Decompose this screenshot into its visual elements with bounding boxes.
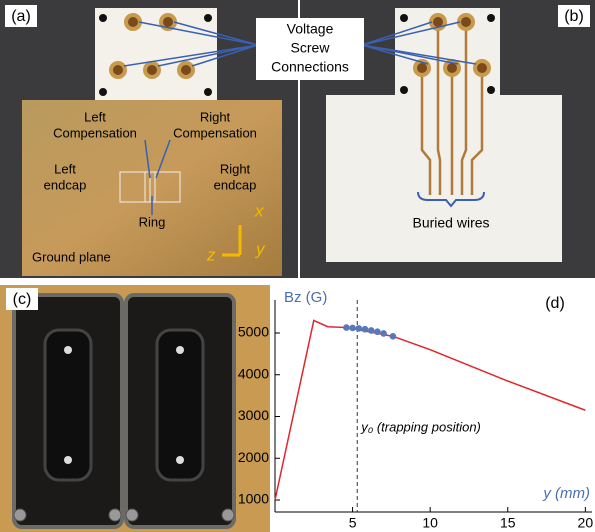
label: Compensation <box>173 125 257 140</box>
y-tick-label: 5000 <box>238 324 269 340</box>
panel-label: (d) <box>545 295 565 312</box>
panel-d: (d) Bz (G) y (mm) 1000 2000 3000 4000 5000 5 1… <box>238 289 593 531</box>
label: Buried wires <box>412 215 489 231</box>
label: Right <box>220 161 251 176</box>
label: Connections <box>271 59 349 75</box>
panel-a: (a) Left Compensation Right Compensation… <box>0 0 298 278</box>
label: endcap <box>44 177 87 192</box>
panel-label: (c) <box>13 291 32 308</box>
label: endcap <box>214 177 257 192</box>
x-tick-label: 20 <box>578 515 594 531</box>
data-point <box>374 328 381 335</box>
label: Ring <box>139 214 166 229</box>
panel-label: (a) <box>11 8 31 25</box>
y-tick-label: 3000 <box>238 407 269 423</box>
annotation: y₀ (trapping position) <box>360 419 481 434</box>
y-axis-label: Bz (G) <box>284 289 327 306</box>
x-tick-label: 5 <box>349 515 357 531</box>
label: Left <box>54 161 76 176</box>
x-axis-label: y (mm) <box>542 485 590 502</box>
label: Left <box>84 109 106 124</box>
data-point <box>349 325 356 332</box>
data-point <box>343 324 350 331</box>
data-point <box>380 330 387 337</box>
y-tick-label: 4000 <box>238 365 269 381</box>
axis-label: z <box>206 245 216 264</box>
x-tick-label: 10 <box>422 515 438 531</box>
data-point <box>368 327 375 334</box>
data-point <box>362 326 369 333</box>
figure: (a) Left Compensation Right Compensation… <box>0 0 595 532</box>
data-point <box>355 325 362 332</box>
axis-label: y <box>255 239 266 258</box>
y-tick-label: 2000 <box>238 449 269 465</box>
label: Voltage <box>287 21 334 37</box>
axis-label: x <box>254 201 264 220</box>
label: Ground plane <box>32 249 111 264</box>
x-tick-label: 15 <box>500 515 516 531</box>
label: Right <box>200 109 231 124</box>
panel-c: (c) <box>0 285 270 532</box>
panel-label: (b) <box>564 8 584 25</box>
y-tick-label: 1000 <box>238 491 269 507</box>
data-point <box>390 333 397 340</box>
data-line <box>275 320 585 500</box>
label: Compensation <box>53 125 137 140</box>
label: Screw <box>291 40 331 56</box>
